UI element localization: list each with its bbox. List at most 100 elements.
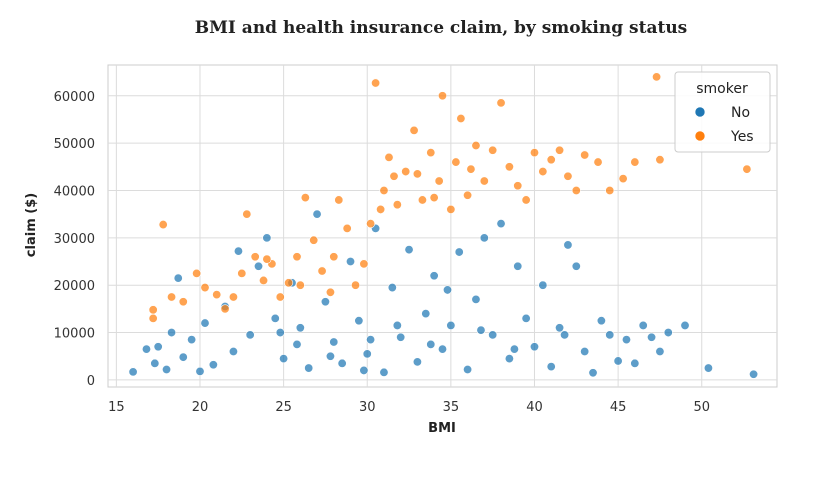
data-point-yes: [317, 266, 327, 276]
data-point-no: [292, 339, 302, 349]
data-point-yes: [228, 292, 238, 302]
data-point-no: [496, 219, 506, 229]
data-point-yes: [342, 223, 352, 233]
data-point-no: [560, 330, 570, 340]
legend-label-no: No: [731, 105, 750, 121]
legend-items: No Yes: [694, 105, 754, 145]
data-point-yes: [605, 185, 615, 195]
y-tick-labels: 0 10000 20000 30000 40000 50000 60000: [54, 90, 95, 389]
data-point-no: [479, 233, 489, 243]
data-point-no: [703, 363, 713, 373]
data-point-no: [200, 318, 210, 328]
data-point-yes: [275, 292, 285, 302]
data-point-no: [195, 366, 205, 376]
data-point-no: [446, 320, 456, 330]
data-point-yes: [426, 148, 436, 158]
data-point-no: [426, 339, 436, 349]
data-point-no: [488, 330, 498, 340]
data-point-no: [571, 261, 581, 271]
grid-lines: [108, 65, 777, 387]
data-point-yes: [434, 176, 444, 186]
data-point-no: [150, 358, 160, 368]
data-point-no: [680, 320, 690, 330]
data-point-no: [421, 309, 431, 319]
y-tick-label: 50000: [54, 137, 95, 152]
x-tick-label: 50: [693, 400, 710, 415]
data-point-no: [366, 335, 376, 345]
data-point-yes: [250, 252, 260, 262]
data-point-no: [476, 325, 486, 335]
data-point-no: [555, 323, 565, 333]
data-point-no: [392, 320, 402, 330]
data-point-yes: [200, 283, 210, 293]
data-point-yes: [148, 305, 158, 315]
data-point-yes: [158, 220, 168, 230]
data-point-no: [245, 330, 255, 340]
data-point-no: [596, 316, 606, 326]
data-point-no: [173, 273, 183, 283]
data-point-no: [443, 285, 453, 295]
data-point-yes: [652, 72, 662, 82]
data-point-no: [346, 257, 356, 267]
data-point-no: [379, 367, 389, 377]
data-point-yes: [479, 176, 489, 186]
data-point-no: [262, 233, 272, 243]
y-tick-label: 60000: [54, 90, 95, 105]
y-tick-label: 20000: [54, 279, 95, 294]
data-point-no: [613, 356, 623, 366]
data-point-no: [437, 344, 447, 354]
data-point-yes: [359, 259, 369, 269]
data-point-no: [167, 328, 177, 338]
data-point-yes: [401, 167, 411, 177]
data-point-yes: [376, 204, 386, 214]
y-axis-label: claim ($): [24, 193, 39, 257]
data-point-yes: [555, 145, 565, 155]
data-point-no: [605, 330, 615, 340]
data-point-yes: [571, 185, 581, 195]
data-point-no: [588, 368, 598, 378]
y-tick-label: 10000: [54, 327, 95, 342]
data-point-yes: [309, 235, 319, 245]
data-point-yes: [456, 114, 466, 124]
data-point-no: [312, 209, 322, 219]
data-point-no: [208, 360, 218, 370]
data-point-no: [275, 328, 285, 338]
x-tick-label: 20: [192, 400, 209, 415]
data-point-yes: [742, 164, 752, 174]
data-point-no: [580, 346, 590, 356]
data-point-yes: [178, 297, 188, 307]
data-point-yes: [580, 150, 590, 160]
data-points: [128, 72, 759, 379]
x-tick-labels: 15 20 25 30 35 40 45 50: [108, 400, 710, 415]
data-point-yes: [451, 157, 461, 167]
x-tick-label: 25: [275, 400, 292, 415]
data-point-yes: [504, 162, 514, 172]
data-point-no: [254, 261, 264, 271]
x-tick-label: 40: [526, 400, 543, 415]
data-point-yes: [351, 280, 361, 290]
legend-marker-yes: [694, 130, 706, 142]
legend-marker-no: [694, 106, 706, 118]
legend: smoker No Yes: [674, 71, 771, 153]
data-point-yes: [300, 193, 310, 203]
data-point-yes: [521, 195, 531, 205]
data-point-no: [630, 358, 640, 368]
data-point-yes: [148, 313, 158, 323]
data-point-no: [538, 280, 548, 290]
data-point-no: [153, 342, 163, 352]
data-point-no: [396, 332, 406, 342]
y-tick-label: 0: [87, 374, 95, 389]
data-point-no: [295, 323, 305, 333]
x-tick-label: 15: [108, 400, 125, 415]
data-point-no: [404, 245, 414, 255]
data-point-no: [663, 328, 673, 338]
data-point-yes: [409, 125, 419, 135]
data-point-yes: [437, 91, 447, 101]
y-tick-label: 40000: [54, 184, 95, 199]
data-point-no: [504, 354, 514, 364]
legend-title: smoker: [696, 81, 748, 97]
data-point-no: [655, 346, 665, 356]
data-point-no: [304, 363, 314, 373]
data-point-no: [329, 337, 339, 347]
data-point-no: [337, 358, 347, 368]
